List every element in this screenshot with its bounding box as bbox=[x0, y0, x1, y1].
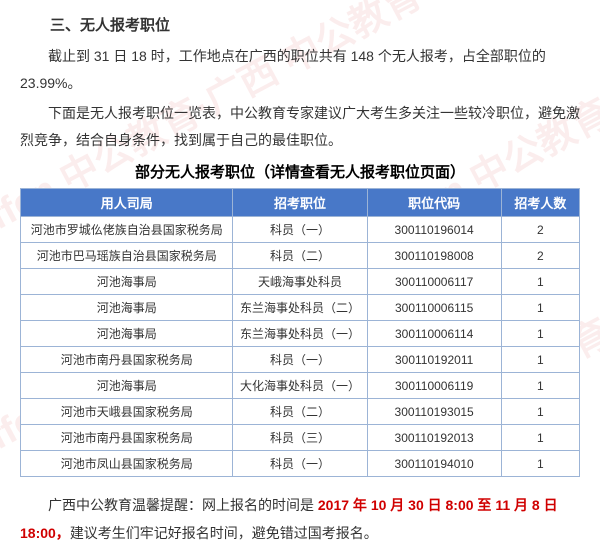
table-cell: 1 bbox=[501, 295, 579, 321]
table-cell: 300110006117 bbox=[367, 269, 501, 295]
intro-paragraph-2: 下面是无人报考职位一览表，中公教育专家建议广大考生多关注一些较冷职位，避免激烈竞… bbox=[20, 100, 580, 153]
table-row: 河池海事局东兰海事处科员（二）3001100061151 bbox=[21, 295, 580, 321]
table-cell: 科员（一） bbox=[233, 217, 367, 243]
table-cell: 河池海事局 bbox=[21, 321, 233, 347]
table-cell: 科员（一） bbox=[233, 451, 367, 477]
table-row: 河池海事局天峨海事处科员3001100061171 bbox=[21, 269, 580, 295]
table-cell: 300110192013 bbox=[367, 425, 501, 451]
table-row: 河池市罗城仫佬族自治县国家税务局科员（一）3001101960142 bbox=[21, 217, 580, 243]
col-header-dept: 用人司局 bbox=[21, 189, 233, 217]
table-cell: 1 bbox=[501, 373, 579, 399]
table-row: 河池市天峨县国家税务局科员（二）3001101930151 bbox=[21, 399, 580, 425]
section-heading: 三、无人报考职位 bbox=[20, 14, 580, 35]
table-cell: 300110196014 bbox=[367, 217, 501, 243]
table-cell: 河池海事局 bbox=[21, 295, 233, 321]
table-cell: 300110006119 bbox=[367, 373, 501, 399]
table-cell: 河池市巴马瑶族自治县国家税务局 bbox=[21, 243, 233, 269]
col-header-code: 职位代码 bbox=[367, 189, 501, 217]
table-cell: 河池市天峨县国家税务局 bbox=[21, 399, 233, 425]
intro-paragraph-1: 截止到 31 日 18 时，工作地点在广西的职位共有 148 个无人报考，占全部… bbox=[20, 43, 580, 96]
col-header-count: 招考人数 bbox=[501, 189, 579, 217]
table-cell: 河池海事局 bbox=[21, 269, 233, 295]
document-body: 三、无人报考职位 截止到 31 日 18 时，工作地点在广西的职位共有 148 … bbox=[0, 0, 600, 555]
table-cell: 1 bbox=[501, 399, 579, 425]
table-cell: 300110192011 bbox=[367, 347, 501, 373]
table-cell: 300110006114 bbox=[367, 321, 501, 347]
table-row: 河池海事局大化海事处科员（一）3001100061191 bbox=[21, 373, 580, 399]
reminder-paragraph: 广西中公教育温馨提醒：网上报名的时间是 2017 年 10 月 30 日 8:0… bbox=[20, 491, 580, 547]
table-cell: 2 bbox=[501, 217, 579, 243]
table-cell: 1 bbox=[501, 269, 579, 295]
table-cell: 1 bbox=[501, 425, 579, 451]
table-cell: 2 bbox=[501, 243, 579, 269]
table-row: 河池市凤山县国家税务局科员（一）3001101940101 bbox=[21, 451, 580, 477]
table-cell: 天峨海事处科员 bbox=[233, 269, 367, 295]
table-cell: 东兰海事处科员（一） bbox=[233, 321, 367, 347]
table-row: 河池海事局东兰海事处科员（一）3001100061141 bbox=[21, 321, 580, 347]
table-cell: 300110194010 bbox=[367, 451, 501, 477]
table-cell: 河池市凤山县国家税务局 bbox=[21, 451, 233, 477]
table-cell: 科员（一） bbox=[233, 347, 367, 373]
positions-table: 用人司局 招考职位 职位代码 招考人数 河池市罗城仫佬族自治县国家税务局科员（一… bbox=[20, 188, 580, 477]
col-header-position: 招考职位 bbox=[233, 189, 367, 217]
reminder-suffix: 建议考生们牢记好报名时间，避免错过国考报名。 bbox=[70, 525, 378, 541]
table-cell: 1 bbox=[501, 451, 579, 477]
table-cell: 300110006115 bbox=[367, 295, 501, 321]
table-cell: 河池市南丹县国家税务局 bbox=[21, 347, 233, 373]
table-row: 河池市巴马瑶族自治县国家税务局科员（二）3001101980082 bbox=[21, 243, 580, 269]
table-cell: 1 bbox=[501, 347, 579, 373]
table-cell: 科员（二） bbox=[233, 243, 367, 269]
table-cell: 1 bbox=[501, 321, 579, 347]
table-row: 河池市南丹县国家税务局科员（一）3001101920111 bbox=[21, 347, 580, 373]
reminder-prefix: 广西中公教育温馨提醒：网上报名的时间是 bbox=[48, 497, 318, 513]
table-cell: 300110198008 bbox=[367, 243, 501, 269]
table-title: 部分无人报考职位（详情查看无人报考职位页面） bbox=[20, 161, 580, 182]
table-cell: 东兰海事处科员（二） bbox=[233, 295, 367, 321]
table-cell: 大化海事处科员（一） bbox=[233, 373, 367, 399]
table-cell: 300110193015 bbox=[367, 399, 501, 425]
table-header-row: 用人司局 招考职位 职位代码 招考人数 bbox=[21, 189, 580, 217]
table-cell: 河池市罗城仫佬族自治县国家税务局 bbox=[21, 217, 233, 243]
table-cell: 科员（三） bbox=[233, 425, 367, 451]
table-cell: 科员（二） bbox=[233, 399, 367, 425]
table-row: 河池市南丹县国家税务局科员（三）3001101920131 bbox=[21, 425, 580, 451]
table-cell: 河池海事局 bbox=[21, 373, 233, 399]
table-cell: 河池市南丹县国家税务局 bbox=[21, 425, 233, 451]
